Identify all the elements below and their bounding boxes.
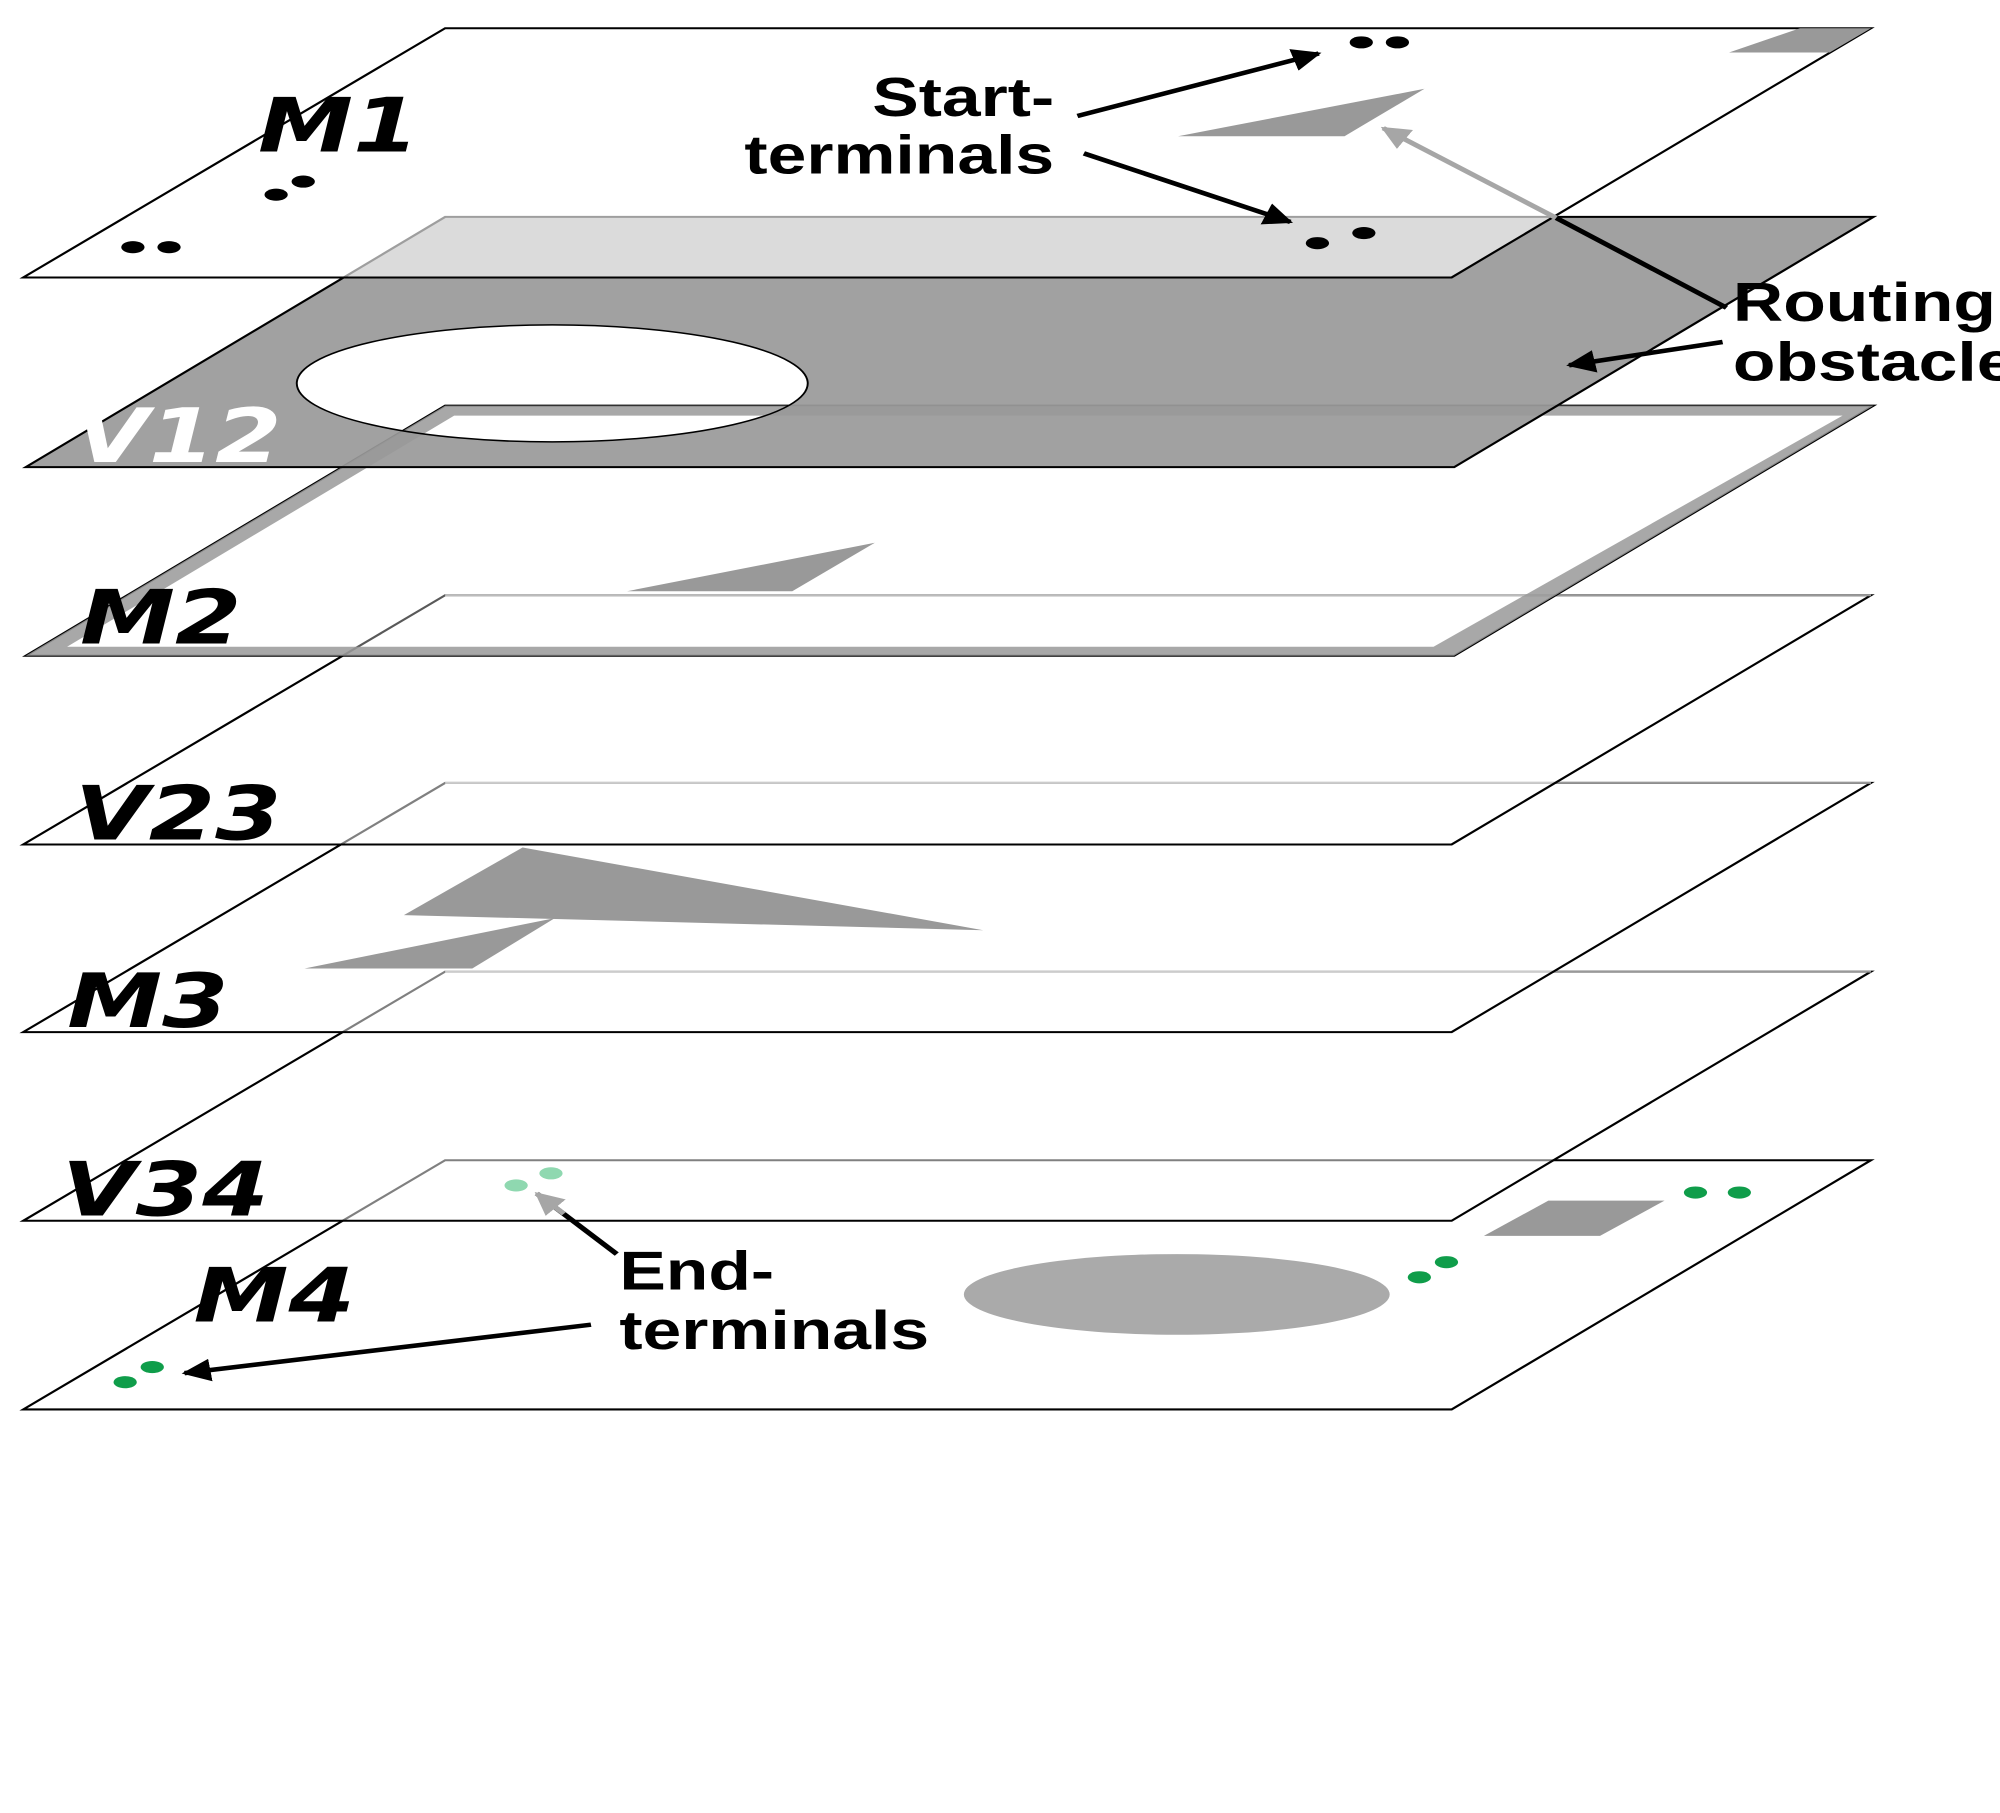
- end-terminals-label-line1: End-: [619, 1241, 774, 1302]
- start-terminals-label-line2: terminals: [744, 125, 1054, 186]
- start-terminals-m1-top: [1349, 36, 1410, 49]
- layer-v34: V34: [19, 970, 1875, 1234]
- annotation-end-terminals: End- terminals: [181, 1191, 929, 1382]
- routing-obstacles-label-line2: obstacles: [1733, 332, 2000, 393]
- start-terminals-label-line1: Start-: [872, 67, 1054, 128]
- layer-v23: V23: [19, 594, 1875, 858]
- layer-label-m3: M3: [67, 958, 228, 1045]
- v12-opening: [295, 324, 809, 443]
- end-terminals-m4-mid: [1407, 1256, 1459, 1284]
- annotation-start-terminals: Start- terminals: [744, 49, 1322, 225]
- arrow-start-upper: [1076, 49, 1322, 119]
- end-terminals-m4-right: [1683, 1186, 1751, 1199]
- obstacle-m3-triangle-small: [304, 918, 555, 969]
- obstacle-m1-corner: [1729, 28, 1871, 53]
- arrow-start-lower: [1082, 151, 1293, 225]
- arrow-obstacle-m1: [1554, 216, 1729, 310]
- layer-label-v12: V12: [75, 393, 282, 480]
- start-terminals-m1-mid: [1305, 227, 1376, 250]
- layer-m1-plane: [19, 27, 1875, 279]
- obstacle-m4-ellipse: [963, 1254, 1390, 1335]
- layer-label-m1: M1: [258, 83, 419, 170]
- start-terminals-m1-left-mid: [264, 175, 315, 201]
- end-terminals-label-line2: terminals: [619, 1300, 929, 1361]
- layer-label-m2: M2: [80, 575, 241, 662]
- arrow-obstacle-m1-faded: [1380, 126, 1558, 220]
- layer-label-v23: V23: [75, 771, 282, 858]
- routing-obstacles-label-line1: Routing: [1733, 272, 1996, 333]
- obstacle-m1-parallelogram: [1178, 88, 1425, 137]
- annotation-routing-obstacles: Routing obstacles: [1380, 126, 2000, 393]
- layer-label-m4: M4: [194, 1253, 355, 1340]
- arrow-obstacle-v12: [1566, 339, 1724, 373]
- arrow-end-m4: [181, 1322, 592, 1382]
- obstacle-v12-fill: [25, 216, 1874, 468]
- start-terminals-m1-left-low: [121, 241, 181, 254]
- obstacle-m3-triangle-large: [403, 847, 984, 931]
- obstacle-m4-parallelogram: [1483, 1200, 1665, 1236]
- end-terminals-faded: [504, 1167, 563, 1192]
- layer-m1: M1: [19, 27, 1875, 279]
- obstacle-m2-triangle: [627, 542, 875, 592]
- layer-label-v34: V34: [62, 1147, 269, 1234]
- end-terminals-m4-left: [113, 1361, 164, 1389]
- layer-m4: M4: [19, 1159, 1875, 1411]
- arrow-end-faded-head: [534, 1191, 566, 1216]
